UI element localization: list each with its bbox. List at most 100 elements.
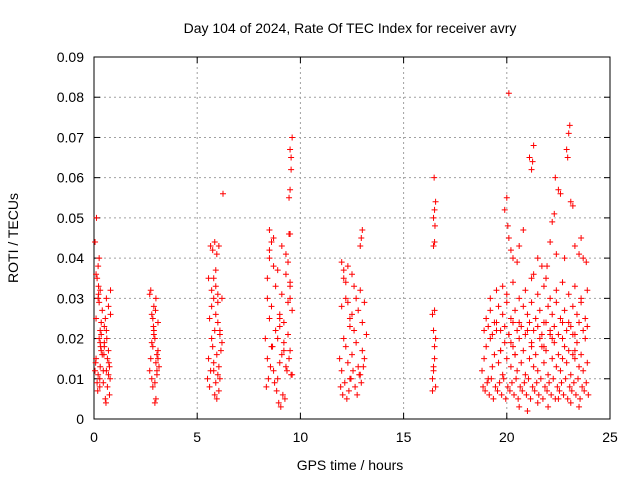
data-point <box>104 383 111 390</box>
data-point <box>584 359 591 366</box>
y-tick-label: 0.07 <box>57 129 84 145</box>
data-point <box>565 347 572 354</box>
data-point <box>583 379 590 386</box>
y-tick-label: 0.01 <box>57 371 84 387</box>
data-points <box>92 90 592 414</box>
data-point <box>491 351 498 358</box>
data-point <box>518 359 525 366</box>
data-point <box>538 331 545 338</box>
data-point <box>212 379 219 386</box>
data-point <box>497 327 504 334</box>
data-point <box>486 391 493 398</box>
data-point <box>270 367 277 374</box>
data-point <box>516 295 523 302</box>
data-point <box>218 295 225 302</box>
data-point <box>357 287 364 294</box>
data-point <box>279 391 286 398</box>
data-point <box>582 315 589 322</box>
data-point <box>504 383 511 390</box>
data-point <box>481 327 488 334</box>
data-point <box>504 222 511 229</box>
data-point <box>549 335 556 342</box>
data-point <box>576 319 583 326</box>
data-point <box>278 291 285 298</box>
data-point <box>105 371 112 378</box>
data-point <box>98 319 105 326</box>
data-point <box>351 327 358 334</box>
data-point <box>361 355 368 362</box>
data-point <box>93 214 100 221</box>
data-point <box>97 327 104 334</box>
data-point <box>431 307 438 314</box>
data-point <box>481 355 488 362</box>
data-point <box>346 323 353 330</box>
x-tick-label: 15 <box>396 429 412 445</box>
data-point <box>278 243 285 250</box>
data-point <box>500 375 507 382</box>
data-point <box>554 383 561 390</box>
data-point <box>514 327 521 334</box>
data-point <box>499 283 506 290</box>
data-point <box>363 331 370 338</box>
data-point <box>509 255 516 262</box>
data-point <box>492 383 499 390</box>
data-point <box>520 303 527 310</box>
data-point <box>429 375 436 382</box>
data-point <box>349 271 355 278</box>
data-point <box>555 395 562 402</box>
data-point <box>266 226 273 233</box>
data-point <box>96 335 103 342</box>
data-point <box>499 371 506 378</box>
data-point <box>555 351 562 358</box>
data-point <box>544 387 551 394</box>
data-point <box>106 363 113 370</box>
data-point <box>501 206 508 213</box>
data-point <box>555 331 562 338</box>
data-point <box>102 315 109 322</box>
data-point <box>529 158 536 165</box>
data-point <box>209 247 216 254</box>
data-point <box>92 359 99 366</box>
data-point <box>565 291 572 298</box>
data-point <box>567 399 574 406</box>
data-point <box>429 387 436 394</box>
data-point <box>509 279 516 286</box>
data-point <box>105 347 112 354</box>
data-point <box>338 259 345 266</box>
data-point <box>99 307 106 314</box>
data-point <box>429 311 436 318</box>
data-point <box>277 403 284 410</box>
data-point <box>104 355 111 362</box>
data-point <box>270 235 277 241</box>
data-point <box>569 351 576 358</box>
data-point <box>547 327 554 334</box>
data-point <box>530 363 537 370</box>
data-point <box>430 243 437 250</box>
data-point <box>205 275 212 282</box>
data-point <box>563 359 570 366</box>
data-point <box>543 347 550 354</box>
data-point <box>487 335 494 342</box>
data-point <box>479 367 486 374</box>
data-point <box>150 303 157 310</box>
data-point <box>208 303 215 310</box>
data-point <box>96 255 103 262</box>
data-point <box>432 335 439 342</box>
data-point <box>208 335 215 342</box>
data-point <box>567 323 574 330</box>
data-point <box>521 379 528 386</box>
data-point <box>553 287 560 294</box>
data-point <box>206 383 213 390</box>
data-point <box>336 355 343 362</box>
data-point <box>568 387 575 394</box>
data-point <box>285 299 292 306</box>
data-point <box>514 367 521 374</box>
data-point <box>497 347 504 354</box>
data-point <box>264 295 271 302</box>
data-point <box>527 395 534 402</box>
data-point <box>276 359 283 366</box>
data-point <box>349 351 355 358</box>
data-point <box>516 319 523 326</box>
data-point <box>105 303 112 310</box>
data-point <box>503 299 510 306</box>
